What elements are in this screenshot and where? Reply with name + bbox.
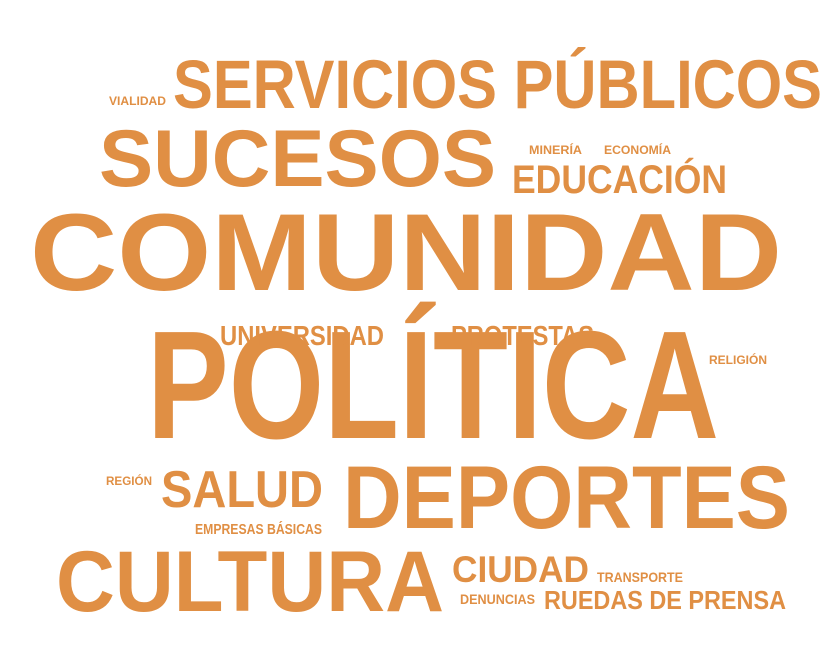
word-region: REGIÓN [106,473,152,488]
word-servicios-publicos: SERVICIOS PÚBLICOS [173,45,822,123]
word-deportes: DEPORTES [343,447,790,548]
word-educacion: EDUCACIÓN [512,157,727,202]
word-ciudad: CIUDAD [452,548,589,591]
word-ruedas-de-prensa: RUEDAS DE PRENSA [544,585,786,616]
word-cultura: CULTURA [56,533,444,630]
word-sucesos: SUCESOS [99,113,496,204]
word-transporte: TRANSPORTE [597,569,683,585]
word-universidad: UNIVERSIDAD [220,320,384,352]
word-politica: POLÍTICA [147,298,719,471]
word-empresas-basicas: EMPRESAS BÁSICAS [195,521,322,539]
word-mineria: MINERÍA [529,142,582,157]
word-vialidad: VIALIDAD [109,93,166,108]
word-protestas: PROTESTAS [451,320,594,352]
word-comunidad: COMUNIDAD [30,191,782,314]
word-denuncias: DENUNCIAS [460,591,535,607]
word-salud: SALUD [161,460,323,519]
word-religion: RELIGIÓN [709,352,767,367]
word-economia: ECONOMÍA [604,142,671,157]
